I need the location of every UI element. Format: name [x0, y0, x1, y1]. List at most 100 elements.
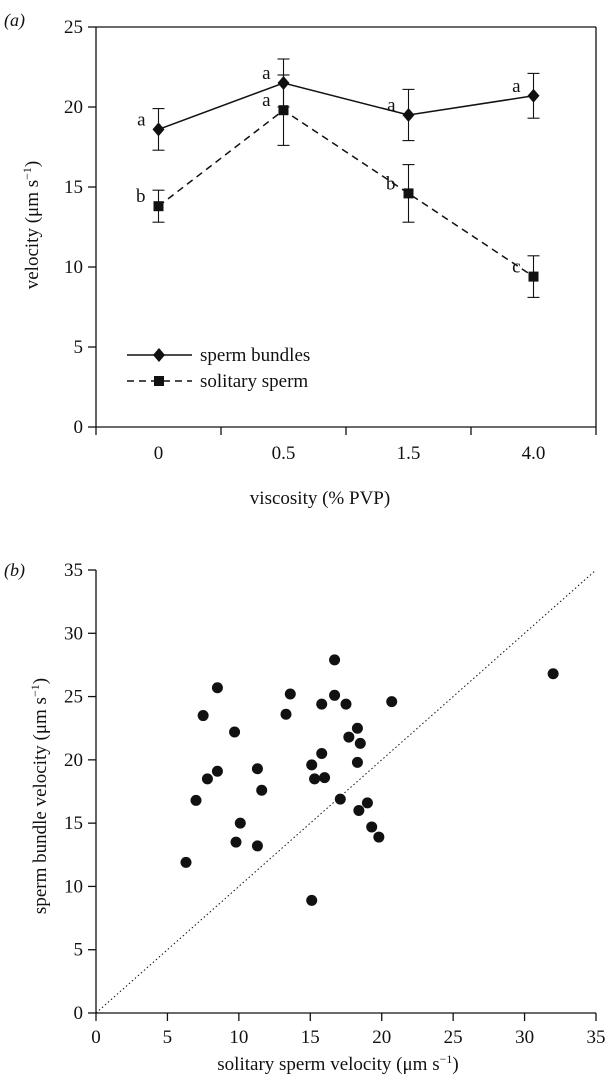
panel-b-scatter-point: [229, 726, 241, 738]
panel-b-scatter-point: [354, 737, 366, 749]
panel-a-legend-marker: [154, 376, 164, 386]
panel-b-x-tick-label: 0: [91, 1027, 101, 1048]
panel-b-scatter-point: [547, 668, 559, 680]
panel-b-scatter-point: [340, 698, 352, 710]
panel-b-scatter-point: [234, 817, 246, 829]
panel-b-identity-line: [95, 569, 597, 1014]
panel-b-x-tick-label: 25: [444, 1027, 463, 1048]
panel-a-significance-letter: a: [512, 76, 521, 97]
panel-b-y-tick-label: 10: [64, 876, 83, 897]
panel-b-x-tick-label: 35: [587, 1027, 606, 1048]
panel-a-significance-letter: b: [386, 173, 396, 194]
panel-a-significance-letter: a: [262, 90, 271, 111]
panel-a-significance-letter: a: [262, 63, 271, 84]
panel-a-point-square: [528, 271, 539, 282]
panel-b-x-tick-label: 5: [163, 1027, 173, 1048]
panel-b-scatter-point: [251, 840, 263, 852]
panel-b-x-axis-label-sup: −1: [440, 1052, 453, 1066]
panel-a-significance-letter: b: [136, 186, 146, 207]
panel-a-x-tick-label: 4.0: [522, 443, 546, 464]
panel-b-x-axis-label-close: ): [452, 1054, 458, 1075]
panel-b-y-tick-label: 15: [64, 813, 83, 834]
panel-a-y-axis-label-text: velocity (μm s: [22, 180, 43, 289]
panel-b-y-tick-label: 5: [74, 940, 84, 961]
panel-b-scatter-point: [284, 688, 296, 700]
panel-a-legend: sperm bundles solitary sperm: [127, 345, 310, 392]
panel-b-scatter-point: [329, 654, 341, 666]
panel-a-y-tick-label: 25: [64, 17, 83, 38]
panel-b-scatter-point: [211, 765, 223, 777]
panel-a-legend-label: sperm bundles: [200, 345, 310, 366]
panel-a-significance-letter: a: [387, 95, 396, 116]
panel-b-scatter-point: [386, 696, 398, 708]
panel-a-significance-letter: a: [137, 109, 146, 130]
panel-a-point-square: [278, 105, 289, 116]
panel-a-y-tick-label: 15: [64, 177, 83, 198]
panel-b-scatter-point: [230, 836, 242, 848]
panel-b-x-tick-label: 15: [301, 1027, 320, 1048]
panel-b-y-tick-label: 20: [64, 750, 83, 771]
panel-b-scatter-point: [306, 759, 318, 771]
panel-b-x-axis-label-text: solitary sperm velocity (μm s: [217, 1054, 439, 1075]
panel-b-scatter-point: [351, 722, 363, 734]
panel-a-x-tick-label: 1.5: [397, 443, 421, 464]
panel-b-scatter-point: [256, 784, 268, 796]
panel-b-scatter-point: [316, 748, 328, 760]
panel-b-label: (b): [4, 560, 25, 581]
panel-b-y-tick-label: 0: [74, 1003, 84, 1024]
panel-b-scatter-point: [211, 682, 223, 694]
panel-a-x-axis-label: viscosity (% PVP): [250, 488, 390, 509]
panel-b-scatter-point: [351, 756, 363, 768]
panel-a-x-tick-label: 0: [154, 443, 164, 464]
panel-b-y-axis-label-sup: −1: [28, 684, 42, 697]
panel-a-y-tick-label: 10: [64, 257, 83, 278]
panel-a-legend-label: solitary sperm: [200, 371, 308, 392]
panel-b-scatter-point: [280, 708, 292, 720]
panel-b-scatter-point: [309, 773, 321, 785]
panel-a-y-axis-label-close: ): [22, 161, 43, 167]
panel-b-scatter-point: [180, 856, 192, 868]
panel-a-significance-letter: c: [512, 257, 520, 278]
panel-b-scatter-point: [319, 772, 331, 784]
panel-b-scatter-point: [201, 773, 213, 785]
panel-a-point-square: [153, 201, 164, 212]
panel-a-y-axis-label-sup: −1: [20, 167, 34, 180]
panel-b-y-tick-label: 35: [64, 560, 83, 581]
panel-a-y-tick-label: 5: [74, 337, 84, 358]
panel-a-x-tick-label: 0.5: [272, 443, 296, 464]
panel-b-scatter-point: [334, 793, 346, 805]
panel-a-y-tick-label: 0: [74, 417, 84, 438]
panel-b-y-tick-label: 30: [64, 623, 83, 644]
panel-b-scatter-point: [251, 763, 263, 775]
panel-b-scatter-chart: (b) 0 5 10 15 20 25 30 35 0 5 10 15 20 25 30 35 solitar…: [4, 560, 606, 1075]
panel-b-y-tick-label: 25: [64, 687, 83, 708]
panel-a-series-line-sperm-bundles: [158, 82, 534, 131]
panel-b-y-axis-label-text: sperm bundle velocity (μm s: [30, 697, 51, 914]
panel-b-scatter-point: [190, 794, 202, 806]
panel-a-series-line-solitary-sperm: [158, 109, 534, 278]
panel-b-scatter-point: [366, 821, 378, 833]
panel-a-legend-marker: [153, 348, 165, 362]
panel-b-scatter-point: [361, 797, 373, 809]
panel-b-scatter-point: [373, 831, 385, 843]
panel-b-y-axis-label-close: ): [30, 678, 51, 684]
panel-a-point-diamond: [402, 108, 415, 122]
panel-b-scatter-point: [197, 710, 209, 722]
panel-a-point-diamond: [152, 122, 165, 137]
panel-a-point-diamond: [527, 88, 540, 103]
panel-b-scatter-point: [306, 894, 318, 906]
panel-b-axes: 0 5 10 15 20 25 30 35 0 5 10 15 20 25 30 35: [64, 560, 606, 1048]
panel-b-scatter-point: [343, 731, 355, 743]
panel-b-y-axis-label: sperm bundle velocity (μm s−1): [28, 678, 51, 914]
panel-a-y-tick-label: 20: [64, 97, 83, 118]
panel-b-scatter-point: [353, 804, 365, 816]
panel-b-scatter-point: [316, 698, 328, 710]
panel-b-scatter-point: [329, 689, 341, 701]
panel-a-point-square: [403, 188, 414, 199]
panel-b-x-tick-label: 10: [229, 1027, 248, 1048]
panel-b-points: [180, 654, 559, 906]
panel-a-axes: 0 5 10 15 20 25 0 0.5 1.5 4.0: [64, 17, 597, 464]
